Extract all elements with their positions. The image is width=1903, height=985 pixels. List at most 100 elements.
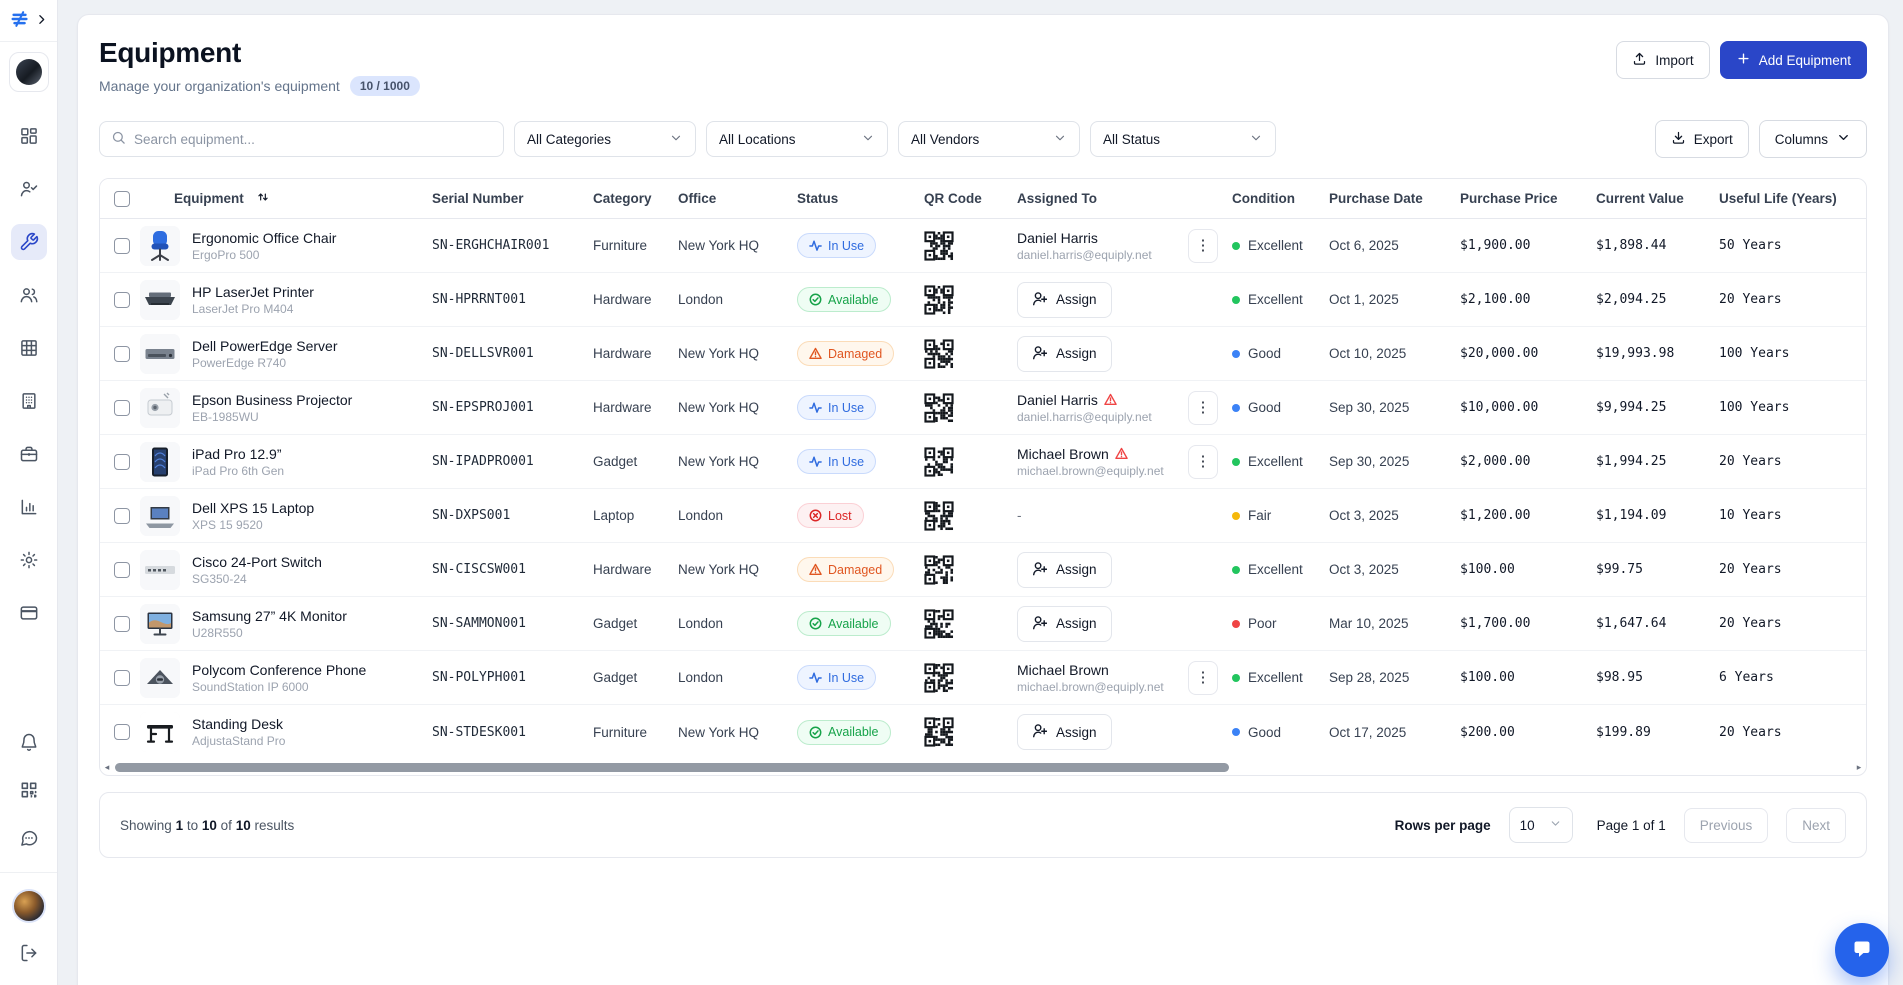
column-header-qr[interactable]: QR Code (924, 191, 982, 206)
assign-button[interactable]: Assign (1017, 551, 1112, 588)
column-header-assigned[interactable]: Assigned To (1017, 191, 1098, 206)
column-header-equipment[interactable]: Equipment (140, 190, 432, 207)
table-horizontal-scrollbar[interactable]: ◂ ▸ (100, 759, 1866, 775)
row-checkbox[interactable] (114, 561, 130, 578)
categories-filter[interactable]: All Categories (514, 121, 696, 157)
row-actions-button[interactable]: ⋮ (1188, 444, 1218, 479)
equipment-name[interactable]: Samsung 27” 4K Monitor (192, 607, 347, 624)
row-checkbox[interactable] (114, 615, 130, 632)
column-header-current-value[interactable]: Current Value (1596, 191, 1684, 206)
column-header-office[interactable]: Office (678, 191, 717, 206)
logout-icon[interactable] (11, 935, 47, 971)
equipment-model: LaserJet Pro M404 (192, 301, 294, 316)
sidebar-item-settings[interactable] (11, 542, 47, 578)
sidebar-item-equipment[interactable] (10, 224, 47, 260)
sidebar-item-offices[interactable] (11, 383, 47, 419)
assign-button[interactable]: Assign (1017, 605, 1112, 642)
row-checkbox[interactable] (114, 291, 130, 308)
select-all-checkbox[interactable] (114, 190, 130, 207)
equipment-name[interactable]: Standing Desk (192, 716, 284, 732)
assign-button[interactable]: Assign (1017, 335, 1112, 372)
equipment-name[interactable]: Ergonomic Office Chair (192, 229, 337, 246)
row-checkbox[interactable] (114, 453, 130, 470)
sidebar-item-user-check[interactable] (11, 171, 47, 207)
next-page-button[interactable]: Next (1786, 807, 1846, 843)
export-button[interactable]: Export (1654, 120, 1749, 158)
purchase-price: $20,000.00 (1460, 346, 1539, 361)
results-summary: Showing 1 to 10 of 10 results (120, 817, 295, 833)
search-input[interactable] (134, 131, 492, 147)
equipment-name[interactable]: Polycom Conference Phone (192, 661, 367, 678)
sort-icon[interactable] (256, 190, 270, 207)
row-actions-button[interactable]: ⋮ (1188, 660, 1218, 695)
status-filter[interactable]: All Status (1090, 121, 1276, 157)
status-badge: In Use (797, 449, 877, 474)
sidebar-item-reports[interactable] (11, 489, 47, 525)
row-checkbox[interactable] (114, 724, 130, 740)
qr-code[interactable] (924, 662, 954, 693)
row-actions-button[interactable]: ⋮ (1188, 390, 1218, 425)
equipment-name[interactable]: Dell PowerEdge Server (192, 337, 338, 354)
qr-code[interactable] (924, 392, 954, 423)
column-header-condition[interactable]: Condition (1232, 191, 1295, 206)
sidebar-item-people[interactable] (11, 277, 47, 313)
chat-widget-button[interactable] (1835, 923, 1889, 977)
sidebar-item-vendors[interactable] (11, 436, 47, 472)
qr-code[interactable] (924, 554, 954, 585)
scroll-left-arrow[interactable]: ◂ (104, 761, 110, 772)
rows-per-page-select[interactable]: 10 (1508, 807, 1573, 843)
condition-label: Good (1248, 724, 1282, 740)
column-header-purchase-date[interactable]: Purchase Date (1329, 191, 1423, 206)
previous-page-button[interactable]: Previous (1683, 807, 1769, 843)
row-checkbox[interactable] (114, 669, 130, 686)
sidebar-item-dashboard[interactable] (11, 118, 47, 154)
row-checkbox[interactable] (114, 507, 130, 524)
equipment-name[interactable]: Epson Business Projector (192, 391, 353, 408)
row-checkbox[interactable] (114, 237, 130, 254)
chat-messages-icon[interactable] (11, 820, 47, 856)
qr-code[interactable] (924, 608, 954, 639)
qr-code[interactable] (924, 284, 954, 315)
assign-button[interactable]: Assign (1017, 281, 1112, 318)
vendors-filter[interactable]: All Vendors (898, 121, 1080, 157)
condition-dot (1232, 511, 1240, 520)
assign-button[interactable]: Assign (1017, 714, 1112, 750)
column-header-category[interactable]: Category (593, 191, 652, 206)
equipment-name[interactable]: HP LaserJet Printer (192, 283, 314, 300)
scrollbar-thumb[interactable] (115, 763, 1229, 772)
table-body: Ergonomic Office Chair ErgoPro 500 SN-ER… (100, 219, 1866, 759)
current-value: $1,647.64 (1596, 616, 1667, 631)
user-avatar[interactable] (11, 889, 46, 923)
row-checkbox[interactable] (114, 399, 130, 416)
qr-scanner-icon[interactable] (11, 772, 47, 808)
condition-label: Excellent (1248, 670, 1303, 685)
import-button[interactable]: Import (1616, 41, 1710, 79)
sidebar-item-inventory[interactable] (11, 330, 47, 366)
row-checkbox[interactable] (114, 345, 130, 362)
locations-filter[interactable]: All Locations (706, 121, 888, 157)
category-value: Laptop (593, 508, 635, 523)
row-actions-button[interactable]: ⋮ (1188, 228, 1218, 263)
column-header-useful-life[interactable]: Useful Life (Years) (1719, 191, 1837, 206)
status-badge: In Use (797, 395, 877, 420)
purchase-price: $10,000.00 (1460, 400, 1539, 415)
search-box (99, 121, 504, 157)
org-avatar[interactable] (8, 52, 49, 92)
qr-code[interactable] (924, 338, 954, 369)
column-header-status[interactable]: Status (797, 191, 839, 206)
add-equipment-button[interactable]: Add Equipment (1719, 41, 1867, 79)
qr-code[interactable] (924, 500, 954, 531)
column-header-purchase-price[interactable]: Purchase Price (1460, 191, 1558, 206)
equipment-name[interactable]: iPad Pro 12.9” (192, 445, 282, 462)
column-header-serial[interactable]: Serial Number (432, 191, 524, 206)
notifications-bell-icon[interactable] (11, 724, 47, 760)
equipment-name[interactable]: Cisco 24-Port Switch (192, 553, 322, 570)
columns-button[interactable]: Columns (1758, 120, 1867, 158)
scroll-right-arrow[interactable]: ▸ (1856, 761, 1862, 772)
qr-code[interactable] (924, 230, 954, 261)
equipment-name[interactable]: Dell XPS 15 Laptop (192, 499, 315, 516)
qr-code[interactable] (924, 446, 954, 477)
sidebar-expand-button[interactable] (35, 13, 48, 29)
sidebar-item-billing[interactable] (11, 595, 47, 631)
qr-code[interactable] (924, 717, 954, 747)
